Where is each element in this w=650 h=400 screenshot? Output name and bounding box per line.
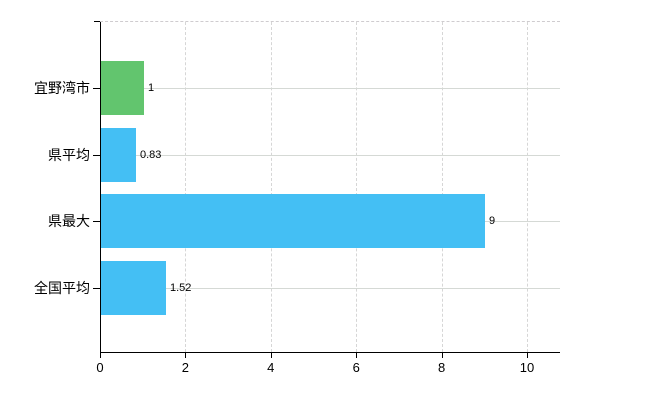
gridline-vertical: [356, 22, 358, 352]
category-tick: [93, 287, 100, 289]
bar[interactable]: [101, 261, 166, 315]
gridline-vertical: [441, 22, 443, 352]
bar-value-label: 1: [148, 82, 155, 94]
x-axis: [100, 352, 560, 353]
category-label: 全国平均: [34, 280, 90, 296]
bar-value-label: 9: [489, 215, 496, 227]
y-axis: [100, 22, 101, 352]
x-tick-label: 10: [519, 360, 535, 375]
gridline-horizontal: [100, 154, 560, 156]
y-axis-top-tick: [94, 21, 100, 22]
gridline-horizontal: [100, 287, 560, 289]
category-label: 県平均: [48, 147, 90, 163]
bar-value-label: 0.83: [140, 149, 162, 161]
category-label: 県最大: [48, 213, 90, 229]
bar-value-label: 1.52: [170, 282, 192, 294]
bar[interactable]: [101, 194, 485, 248]
x-tick-label: 8: [437, 360, 446, 375]
gridline-vertical: [527, 22, 528, 352]
category-tick: [93, 154, 100, 156]
x-tick: [100, 353, 101, 358]
gridline-vertical: [270, 22, 272, 352]
x-tick: [185, 353, 187, 358]
x-tick: [270, 353, 272, 358]
category-tick: [93, 88, 100, 89]
x-tick-label: 6: [352, 360, 360, 375]
category-label: 宜野湾市: [34, 80, 90, 96]
x-tick-label: 0: [96, 360, 104, 375]
bar[interactable]: [101, 61, 144, 115]
gridline-horizontal: [100, 88, 560, 89]
x-tick: [441, 353, 443, 358]
x-tick: [527, 353, 528, 358]
x-tick-label: 2: [181, 360, 189, 375]
gridline-vertical: [185, 22, 187, 352]
x-tick: [356, 353, 358, 358]
bar[interactable]: [101, 128, 136, 182]
x-tick-label: 4: [267, 360, 275, 375]
plot-top-border: [100, 21, 560, 22]
category-tick: [93, 221, 100, 222]
